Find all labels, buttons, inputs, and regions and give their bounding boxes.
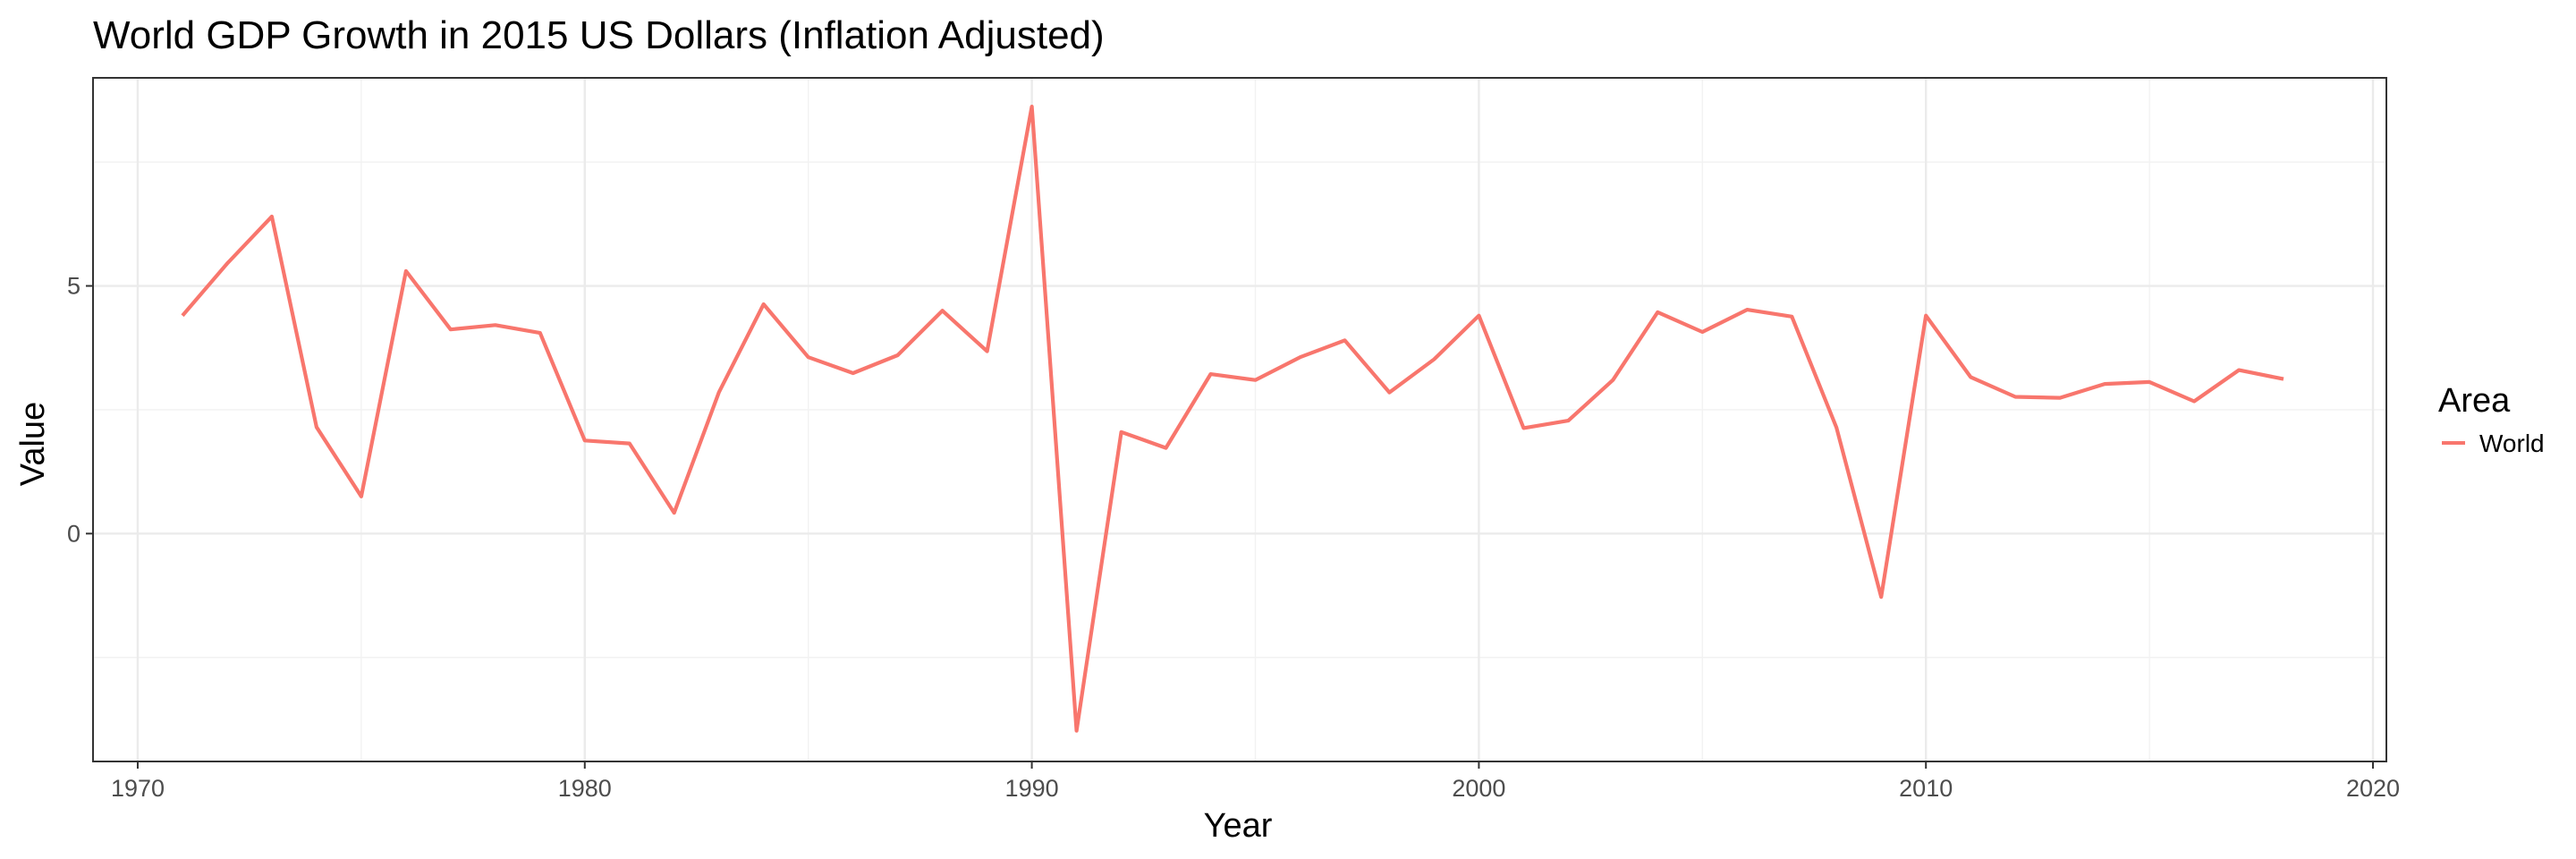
x-tick-label: 2010 xyxy=(1899,775,1953,802)
legend-label-world: World xyxy=(2479,430,2545,457)
x-tick-label: 1970 xyxy=(111,775,165,802)
series-line-world xyxy=(181,104,2284,733)
y-axis-title: Value xyxy=(14,402,52,486)
chart-title: World GDP Growth in 2015 US Dollars (Inf… xyxy=(93,13,1105,57)
panel-border xyxy=(92,77,2387,762)
x-axis-title: Year xyxy=(1204,807,1273,845)
y-tick-label: 5 xyxy=(67,273,80,300)
x-tick-label: 1990 xyxy=(1005,775,1059,802)
y-tick-label: 0 xyxy=(67,520,80,547)
x-tick-label: 2000 xyxy=(1452,775,1505,802)
x-tick-label: 1980 xyxy=(558,775,612,802)
x-tick-label: 2020 xyxy=(2346,775,2400,802)
legend: Area World xyxy=(2438,382,2545,457)
plot-area: 0 5 1970 1980 1990 2000 2010 2020 xyxy=(67,77,2400,802)
legend-title: Area xyxy=(2438,382,2511,420)
